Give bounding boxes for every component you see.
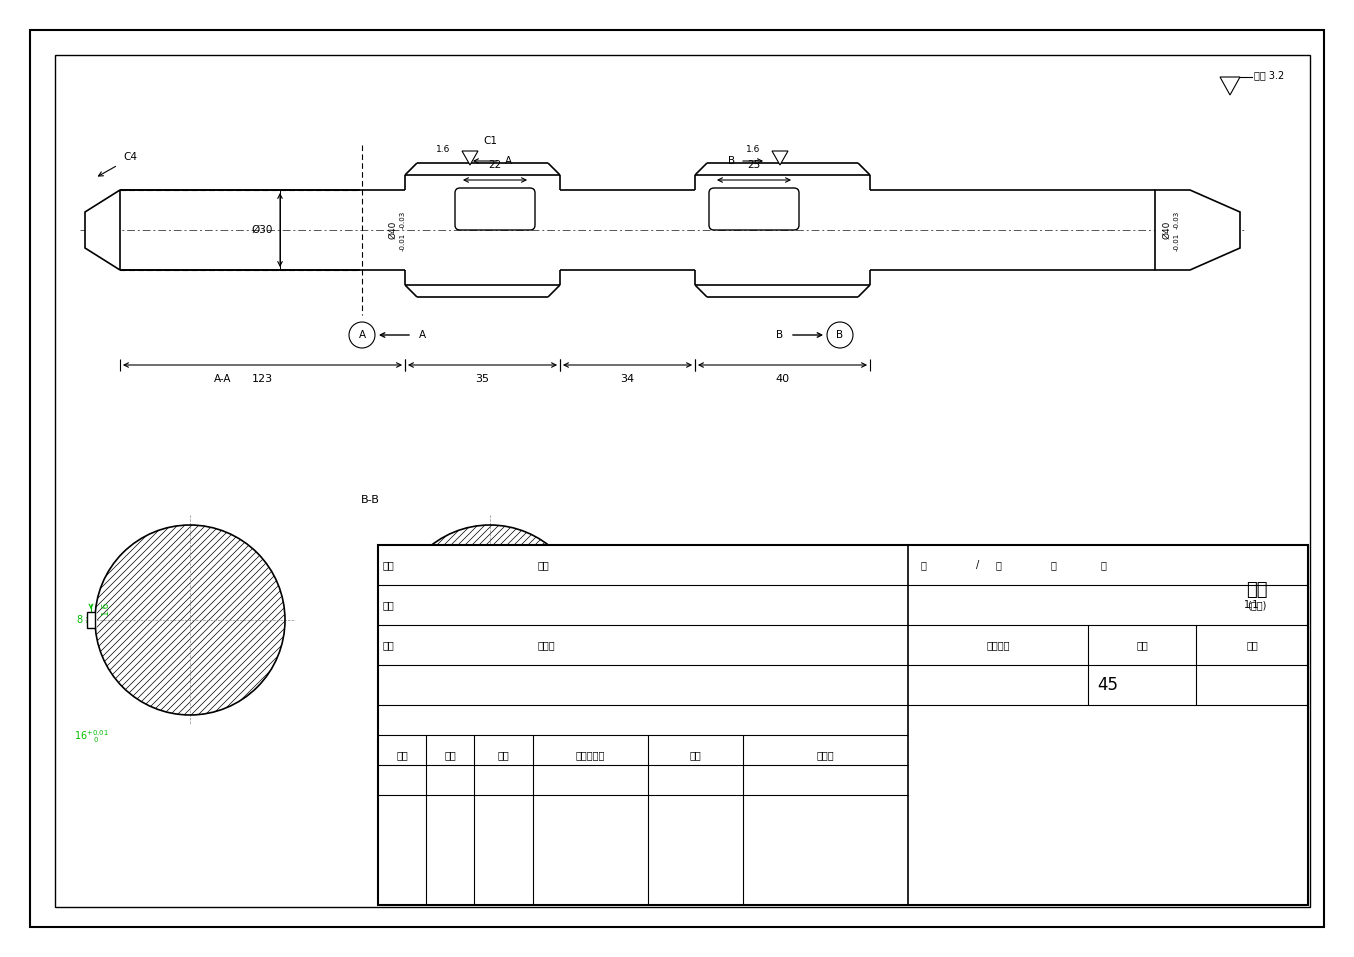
Text: B: B <box>837 330 844 340</box>
Text: Ø30: Ø30 <box>252 225 272 235</box>
Circle shape <box>95 525 284 715</box>
Text: 处数: 处数 <box>444 750 456 760</box>
Text: 16$^{+0.01}_{\ \ \ 0}$: 16$^{+0.01}_{\ \ \ 0}$ <box>73 728 108 746</box>
Polygon shape <box>1155 190 1240 270</box>
Polygon shape <box>87 612 97 628</box>
Text: 年月日: 年月日 <box>816 750 834 760</box>
Text: 1.6: 1.6 <box>746 145 760 153</box>
Text: 45: 45 <box>1098 676 1118 694</box>
Text: 8: 8 <box>376 615 382 625</box>
Polygon shape <box>85 190 121 270</box>
Polygon shape <box>772 151 788 165</box>
Text: 16: 16 <box>385 732 397 742</box>
Text: (单位): (单位) <box>1247 600 1267 610</box>
Polygon shape <box>462 151 478 165</box>
Text: 1.6: 1.6 <box>436 145 450 153</box>
Text: 更改文件号: 更改文件号 <box>575 750 605 760</box>
Text: -0.01: -0.01 <box>399 233 406 251</box>
Text: B: B <box>728 156 735 166</box>
Text: 分区: 分区 <box>498 750 509 760</box>
Text: A: A <box>359 330 366 340</box>
Text: -0.01: -0.01 <box>1174 233 1179 251</box>
Text: 设计: 设计 <box>383 640 395 650</box>
Text: C4: C4 <box>123 152 137 162</box>
Text: A: A <box>418 330 425 340</box>
Text: 1.6: 1.6 <box>100 601 110 615</box>
Text: 重量: 重量 <box>1136 640 1148 650</box>
Text: 标记: 标记 <box>397 750 408 760</box>
Text: 共: 共 <box>995 560 1001 570</box>
Text: /: / <box>976 560 980 570</box>
Text: 34: 34 <box>620 374 635 384</box>
Text: 工艺: 工艺 <box>383 560 395 570</box>
Text: 25: 25 <box>747 160 761 170</box>
Text: 批准: 批准 <box>538 560 550 570</box>
Circle shape <box>395 525 585 715</box>
Circle shape <box>827 322 853 348</box>
Text: 第: 第 <box>921 560 926 570</box>
Text: A-A: A-A <box>214 374 232 384</box>
Polygon shape <box>87 612 95 628</box>
Text: Ø40: Ø40 <box>389 221 398 239</box>
Text: B-B: B-B <box>360 495 379 505</box>
Text: 8: 8 <box>76 615 83 625</box>
Text: 阶段标记: 阶段标记 <box>986 640 1010 650</box>
Text: 张: 张 <box>1051 560 1056 570</box>
Bar <box>378 545 1308 905</box>
Text: 其余 3.2: 其余 3.2 <box>1254 70 1284 80</box>
Polygon shape <box>1220 77 1240 95</box>
FancyBboxPatch shape <box>709 188 799 230</box>
Text: -0.03: -0.03 <box>399 211 406 229</box>
Text: 40: 40 <box>776 374 789 384</box>
Text: 123: 123 <box>252 374 274 384</box>
Text: 审核: 审核 <box>383 600 395 610</box>
Polygon shape <box>387 612 395 628</box>
Text: B: B <box>776 330 784 340</box>
Text: C1: C1 <box>483 136 497 146</box>
FancyBboxPatch shape <box>455 188 535 230</box>
Polygon shape <box>387 612 397 628</box>
Text: 标准化: 标准化 <box>538 640 555 650</box>
Text: 签名: 签名 <box>689 750 701 760</box>
Text: 比例: 比例 <box>1246 640 1258 650</box>
Circle shape <box>349 322 375 348</box>
Text: 转轴: 转轴 <box>1246 581 1267 599</box>
Text: -0.03: -0.03 <box>1174 211 1179 229</box>
Text: 22: 22 <box>489 160 501 170</box>
Bar <box>85 165 1240 295</box>
Text: Ø40: Ø40 <box>1163 221 1171 239</box>
Text: 1.6: 1.6 <box>401 601 409 615</box>
Text: 1:1: 1:1 <box>1244 600 1259 610</box>
Text: A: A <box>505 156 512 166</box>
Text: 35: 35 <box>475 374 490 384</box>
Text: 张: 张 <box>1099 560 1106 570</box>
Bar <box>56 55 1311 907</box>
